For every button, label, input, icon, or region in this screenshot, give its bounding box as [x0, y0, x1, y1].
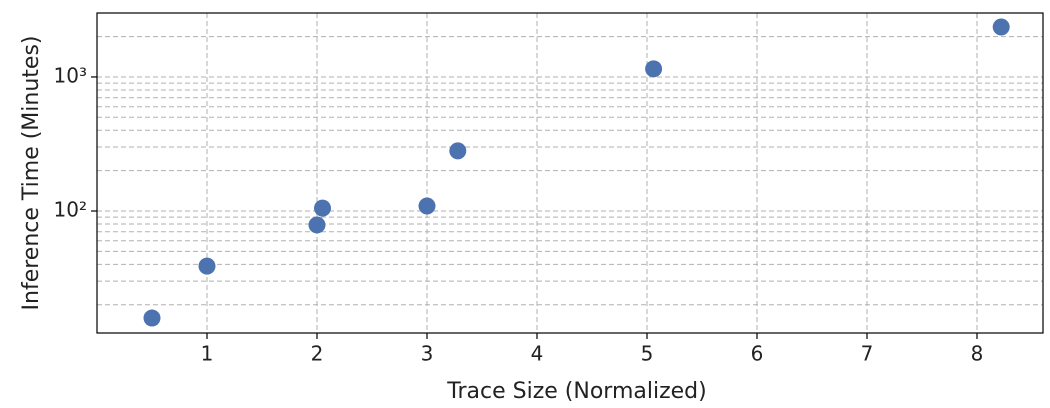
point	[992, 18, 1010, 36]
x-tick-label: 7	[861, 342, 874, 366]
x-tick-label: 1	[201, 342, 214, 366]
x-tick-label: 6	[751, 342, 764, 366]
y-axis-label: Inference Time (Minutes)	[19, 36, 44, 311]
point	[198, 257, 216, 275]
x-tick-label: 4	[531, 342, 544, 366]
x-tick-label: 8	[971, 342, 984, 366]
y-tick-label: 10²	[54, 198, 87, 222]
point	[314, 199, 331, 217]
point	[143, 309, 161, 327]
point	[418, 197, 436, 215]
plot-frame	[96, 12, 1044, 334]
point	[645, 60, 663, 78]
x-tick-label: 5	[641, 342, 654, 366]
x-axis-label: Trace Size (Normalized)	[446, 379, 706, 404]
y-tick-label: 10³	[54, 63, 87, 87]
x-tick-label: 3	[421, 342, 434, 366]
point	[308, 216, 326, 234]
point	[449, 142, 467, 160]
x-tick-label: 2	[311, 342, 324, 366]
